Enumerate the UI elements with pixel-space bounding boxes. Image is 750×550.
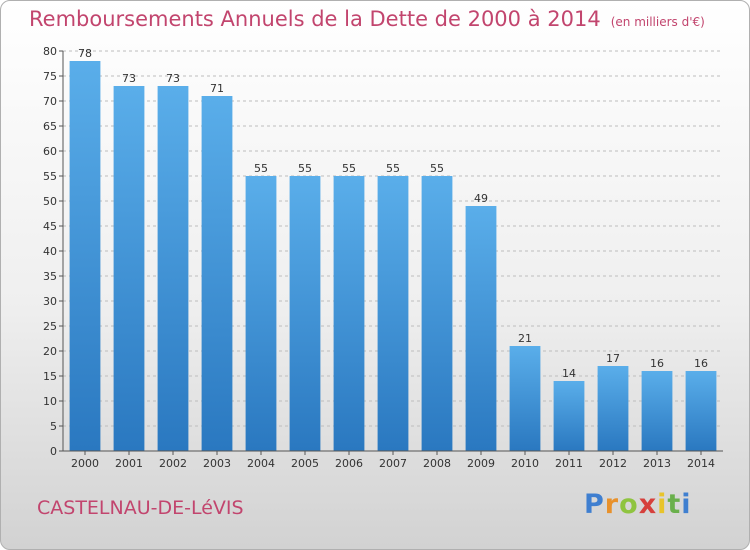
x-tick-label: 2003 (203, 457, 231, 470)
x-tick-label: 2009 (467, 457, 495, 470)
bar-value-label: 55 (430, 162, 444, 175)
bar (69, 61, 101, 451)
bar-value-label: 16 (650, 357, 664, 370)
y-tick-label: 5 (50, 420, 57, 433)
x-tick-label: 2011 (555, 457, 583, 470)
y-tick-label: 45 (43, 220, 57, 233)
logo-letter: r (604, 489, 620, 520)
bar-value-label: 16 (694, 357, 708, 370)
y-tick-label: 65 (43, 120, 57, 133)
x-tick-label: 2014 (687, 457, 715, 470)
logo-letter: P (584, 489, 605, 520)
y-tick-label: 50 (43, 195, 57, 208)
bar-value-label: 73 (122, 72, 136, 85)
x-tick-label: 2013 (643, 457, 671, 470)
bar (201, 96, 233, 451)
bar (157, 86, 189, 451)
chart-title: Remboursements Annuels de la Dette de 20… (29, 7, 705, 31)
bar (465, 206, 497, 451)
chart-title-unit: (en milliers d'€) (610, 15, 705, 29)
x-tick-label: 2002 (159, 457, 187, 470)
bar (685, 371, 717, 451)
logo-letter: x (638, 489, 658, 520)
y-tick-label: 60 (43, 145, 57, 158)
y-tick-label: 40 (43, 245, 57, 258)
logo-letter: i (681, 489, 692, 520)
bar (553, 381, 585, 451)
logo-letter: t (667, 489, 682, 520)
y-tick-label: 15 (43, 370, 57, 383)
y-tick-label: 70 (43, 95, 57, 108)
bar-value-label: 71 (210, 82, 224, 95)
y-tick-label: 10 (43, 395, 57, 408)
bar-value-label: 73 (166, 72, 180, 85)
x-tick-label: 2006 (335, 457, 363, 470)
bar-value-label: 49 (474, 192, 488, 205)
logo-letter: i (657, 489, 668, 520)
bar (245, 176, 277, 451)
town-name: CASTELNAU-DE-LéVIS (37, 497, 244, 519)
x-tick-label: 2007 (379, 457, 407, 470)
bar (421, 176, 453, 451)
chart-title-text: Remboursements Annuels de la Dette de 20… (29, 7, 601, 31)
bar-value-label: 14 (562, 367, 576, 380)
x-tick-label: 2008 (423, 457, 451, 470)
x-tick-label: 2012 (599, 457, 627, 470)
y-tick-label: 25 (43, 320, 57, 333)
bar (509, 346, 541, 451)
y-tick-label: 75 (43, 70, 57, 83)
proxiti-logo: Proxiti (584, 489, 692, 520)
logo-letter: o (619, 489, 639, 520)
bar (333, 176, 365, 451)
bar-value-label: 55 (298, 162, 312, 175)
bar (113, 86, 145, 451)
x-tick-label: 2010 (511, 457, 539, 470)
x-tick-label: 2001 (115, 457, 143, 470)
x-tick-label: 2000 (71, 457, 99, 470)
bar-value-label: 55 (254, 162, 268, 175)
x-tick-label: 2005 (291, 457, 319, 470)
y-tick-label: 30 (43, 295, 57, 308)
bar (377, 176, 409, 451)
bar-value-label: 21 (518, 332, 532, 345)
bar (641, 371, 673, 451)
bar-value-label: 78 (78, 47, 92, 60)
y-tick-label: 55 (43, 170, 57, 183)
y-tick-label: 20 (43, 345, 57, 358)
bar-value-label: 55 (386, 162, 400, 175)
x-tick-label: 2004 (247, 457, 275, 470)
bar (597, 366, 629, 451)
y-tick-label: 0 (50, 445, 57, 458)
bar (289, 176, 321, 451)
y-tick-label: 80 (43, 45, 57, 58)
y-tick-label: 35 (43, 270, 57, 283)
bar-value-label: 55 (342, 162, 356, 175)
bar-value-label: 17 (606, 352, 620, 365)
